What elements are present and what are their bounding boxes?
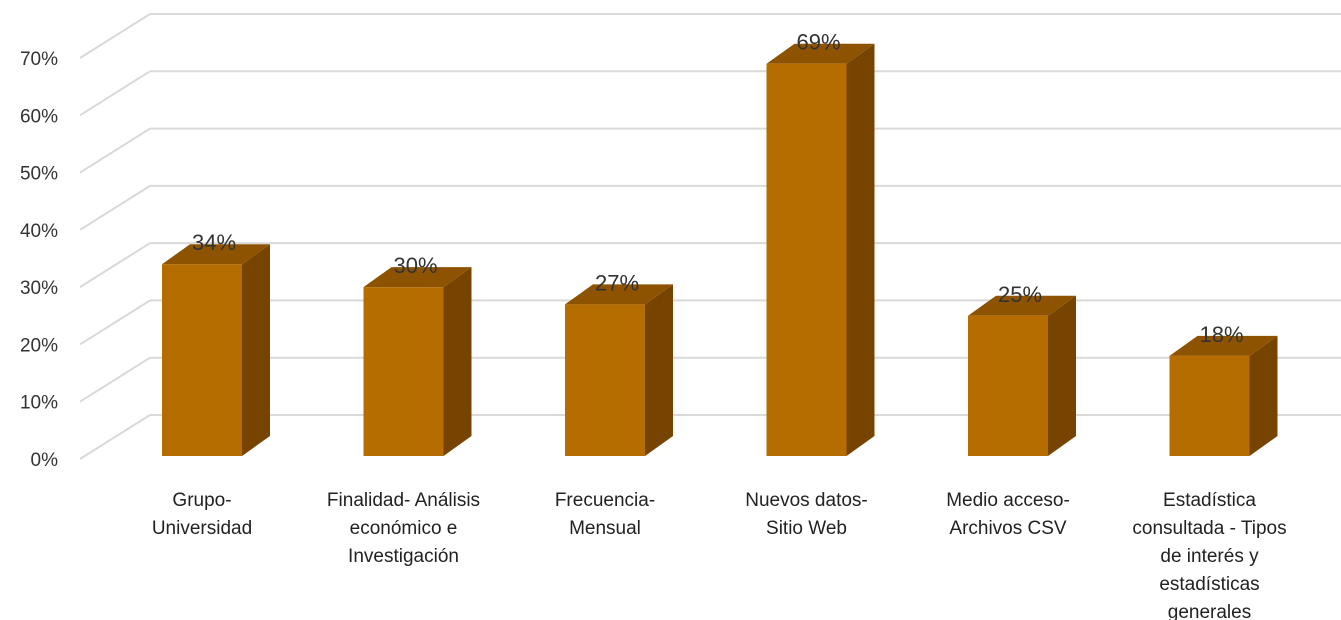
gridline-side [79,356,151,403]
category-labels: Grupo-Universidad Finalidad- Análisis econ… [152,490,1287,620]
bar-side [242,244,270,456]
category-label: Frecuencia-Mensual [555,490,655,539]
data-label: 18% [1199,322,1243,347]
bar-side [645,284,673,456]
data-labels: 34% 30% 27% 69% 25% 18% [192,30,1244,347]
bar [968,295,1076,456]
data-label: 25% [998,282,1042,307]
y-tick-label: 0% [31,450,59,471]
bar-top [968,295,1076,316]
gridline-side [79,242,151,288]
gridline-side [79,414,151,460]
y-tick-label: 30% [20,278,58,299]
bar-side [1048,295,1076,456]
category-label: Nuevos datos-Sitio Web [745,490,868,539]
bar-top [766,43,875,64]
bar-top [363,267,472,288]
bar-top [162,244,270,265]
bar [162,244,270,456]
category-label: Grupo-Universidad [152,490,252,539]
category-label: Medio acceso-Archivos CSV [946,490,1070,539]
gridline-side [79,299,151,346]
y-tick-label: 20% [20,335,58,356]
gridline-side [79,185,151,231]
y-axis-ticks: 0% 10% 20% 30% 40% 50% 60% 70% [20,49,58,471]
category-label: Estadística consultada - Tipos de interés … [1132,490,1286,620]
bar [766,43,875,456]
y-tick-label: 10% [20,393,58,414]
data-label: 34% [192,230,236,255]
bar [363,267,472,456]
bar-side [846,43,875,456]
gridlines [79,13,1341,460]
gridline-side [79,13,151,59]
bar-side [443,267,472,456]
bar-front [162,264,242,456]
bar-front [363,287,444,456]
bar-side [1249,335,1278,456]
bar-front [1169,355,1250,456]
bars [162,43,1278,456]
bar-top [1169,335,1278,356]
y-tick-label: 40% [20,221,58,242]
y-tick-label: 70% [20,49,58,70]
bar-front [565,304,645,456]
bar [1169,335,1278,456]
bar-front [766,63,847,456]
data-label: 69% [796,30,840,55]
bar-front [968,315,1048,456]
data-label: 27% [595,270,639,295]
gridline-side [79,127,151,174]
y-tick-label: 50% [20,164,58,185]
data-label: 30% [393,253,437,278]
gridline-side [79,70,151,117]
bar-top [565,284,673,305]
category-label: Finalidad- Análisis económico e Investigac… [327,490,480,567]
bar [565,284,673,456]
y-tick-label: 60% [20,106,58,127]
